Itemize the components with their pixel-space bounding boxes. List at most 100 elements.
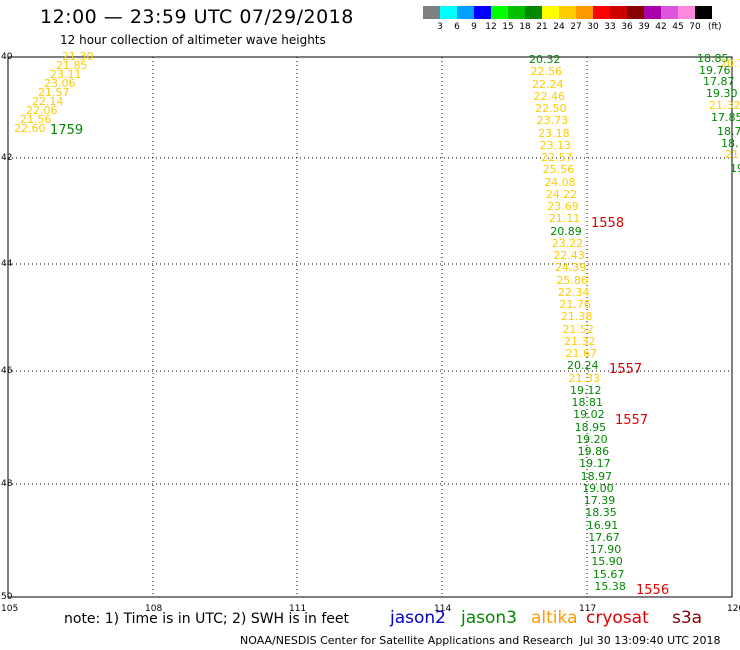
legend-label: 9 <box>471 22 477 32</box>
satellite-jason3-label: jason3 <box>461 608 517 628</box>
wave-height-value: 16.91 <box>586 518 619 532</box>
wave-height-value: 22.24 <box>532 77 564 91</box>
wave-height-value: 20.71 <box>720 57 740 70</box>
wave-height-value: 21.38 <box>560 310 593 324</box>
wave-height-value: 22.60 <box>14 122 46 135</box>
wave-height-value: 20.89 <box>550 224 582 238</box>
wave-height-value: 25.86 <box>556 273 588 287</box>
wave-height-value: 21.52 <box>562 322 594 336</box>
pass-time-label: 1556 <box>636 583 670 598</box>
wave-height-value: 23.73 <box>536 114 569 128</box>
wave-height-value: 25.56 <box>542 163 575 177</box>
legend-swatch <box>457 6 474 19</box>
wave-height-value: 17.85 <box>711 111 740 124</box>
wave-height-value: 22.57 <box>541 151 573 164</box>
wave-height-value: 15.67 <box>592 567 625 581</box>
wave-height-value: 18.81 <box>571 396 604 409</box>
pass-time-label: 1759 <box>50 123 84 138</box>
wave-height-value: 19.02 <box>573 408 605 422</box>
legend-swatch <box>593 6 610 19</box>
legend-label: 39 <box>638 22 650 32</box>
legend-swatch <box>559 6 576 19</box>
legend-swatch <box>542 6 559 19</box>
wave-height-value: 17.87 <box>703 75 735 88</box>
wave-height-value: 19.17 <box>579 457 611 471</box>
legend-swatch <box>661 6 678 19</box>
wave-height-value: 24.22 <box>545 187 578 201</box>
legend-label: 70 <box>689 22 701 32</box>
wave-height-value: 18.85 <box>697 52 729 65</box>
wave-height-value: 20.24 <box>567 359 599 373</box>
wave-height-value: 23.22 <box>551 236 584 250</box>
wave-height-value: 17.39 <box>583 494 616 507</box>
legend-swatch <box>627 6 644 19</box>
longitude-label: 120 <box>727 604 740 614</box>
wave-height-value: 23.69 <box>547 200 579 213</box>
legend-swatch <box>508 6 525 19</box>
pass-time-label: 1558 <box>591 216 625 231</box>
legend-label: 45 <box>672 22 684 32</box>
legend-label: 21 <box>536 22 548 32</box>
wave-height-value: 15.90 <box>591 555 623 569</box>
legend-label: 6 <box>454 22 460 32</box>
wave-height-value: 19.20 <box>576 432 608 446</box>
latitude-label: 46 <box>1 366 13 376</box>
longitude-label: 108 <box>145 604 163 614</box>
legend-swatch <box>678 6 695 19</box>
wave-height-value: 24.39 <box>554 261 587 275</box>
wave-height-value: 22.46 <box>533 89 566 103</box>
satellite-altika-label: altika <box>531 608 578 628</box>
wave-height-value: 18.95 <box>574 420 607 434</box>
legend-swatch <box>610 6 627 19</box>
wave-height-value: 23.06 <box>44 77 76 90</box>
legend-swatch <box>474 6 491 19</box>
wave-height-value: 21.76 <box>559 298 591 311</box>
page-subtitle: 12 hour collection of altimeter wave hei… <box>60 33 326 47</box>
satellite-cryosat-label: cryosat <box>586 608 649 628</box>
wave-height-value: 18.35 <box>585 506 617 520</box>
wave-height-value: 22.50 <box>535 102 567 115</box>
generated-timestamp: Jul 30 13:09:40 UTC 2018 <box>580 634 721 647</box>
satellite-s3a-label: s3a <box>672 608 703 628</box>
latitude-label: 48 <box>1 479 13 489</box>
wave-height-value: 19.86 <box>577 445 610 458</box>
pass-time-label: 1557 <box>615 413 649 428</box>
credit-text: NOAA/NESDIS Center for Satellite Applica… <box>240 634 574 647</box>
legend-label: 24 <box>553 22 565 32</box>
legend-swatch <box>695 6 712 19</box>
satellite-jason2-label: jason2 <box>390 608 446 628</box>
wave-height-value: 21.32 <box>709 99 740 112</box>
latitude-label: 44 <box>1 259 13 269</box>
wave-height-value: 17.90 <box>589 543 622 556</box>
legend-swatch <box>440 6 457 19</box>
pass-time-label: 1557 <box>609 362 643 377</box>
wave-height-value: 19.76 <box>699 64 731 77</box>
wave-height-value: 18.74 <box>717 125 740 138</box>
wave-height-value: 22.43 <box>553 249 585 262</box>
wave-height-value: 19.12 <box>570 383 602 397</box>
longitude-label: 105 <box>1 604 19 614</box>
wave-height-value: 15.38 <box>594 579 626 593</box>
legend-swatch <box>644 6 661 19</box>
wave-height-value: 21 <box>725 148 739 161</box>
legend-label: 30 <box>587 22 599 32</box>
wave-height-value: 23.13 <box>539 138 572 152</box>
longitude-label: 117 <box>579 604 597 614</box>
legend-label: 36 <box>621 22 633 32</box>
wave-height-value: 18.97 <box>580 469 613 483</box>
wave-height-value: 22.56 <box>530 65 563 79</box>
wave-height-value: 21.33 <box>568 371 601 385</box>
wave-height-value: 23.11 <box>50 68 82 81</box>
wave-height-value: 21.67 <box>565 347 597 360</box>
wave-height-value: 21.32 <box>563 334 596 348</box>
wave-height-value: 21.11 <box>548 212 581 226</box>
wave-height-value: 22.34 <box>557 285 590 299</box>
longitude-label: 111 <box>289 604 307 614</box>
legend-label: 12 <box>485 22 497 32</box>
wave-height-value: 21.57 <box>38 86 70 99</box>
legend-label: 18 <box>519 22 531 32</box>
map-frame <box>7 56 733 598</box>
wave-height-value: 19.00 <box>582 481 614 495</box>
wave-height-value: 24.08 <box>544 175 576 189</box>
wave-height-value: 17.67 <box>588 530 620 544</box>
